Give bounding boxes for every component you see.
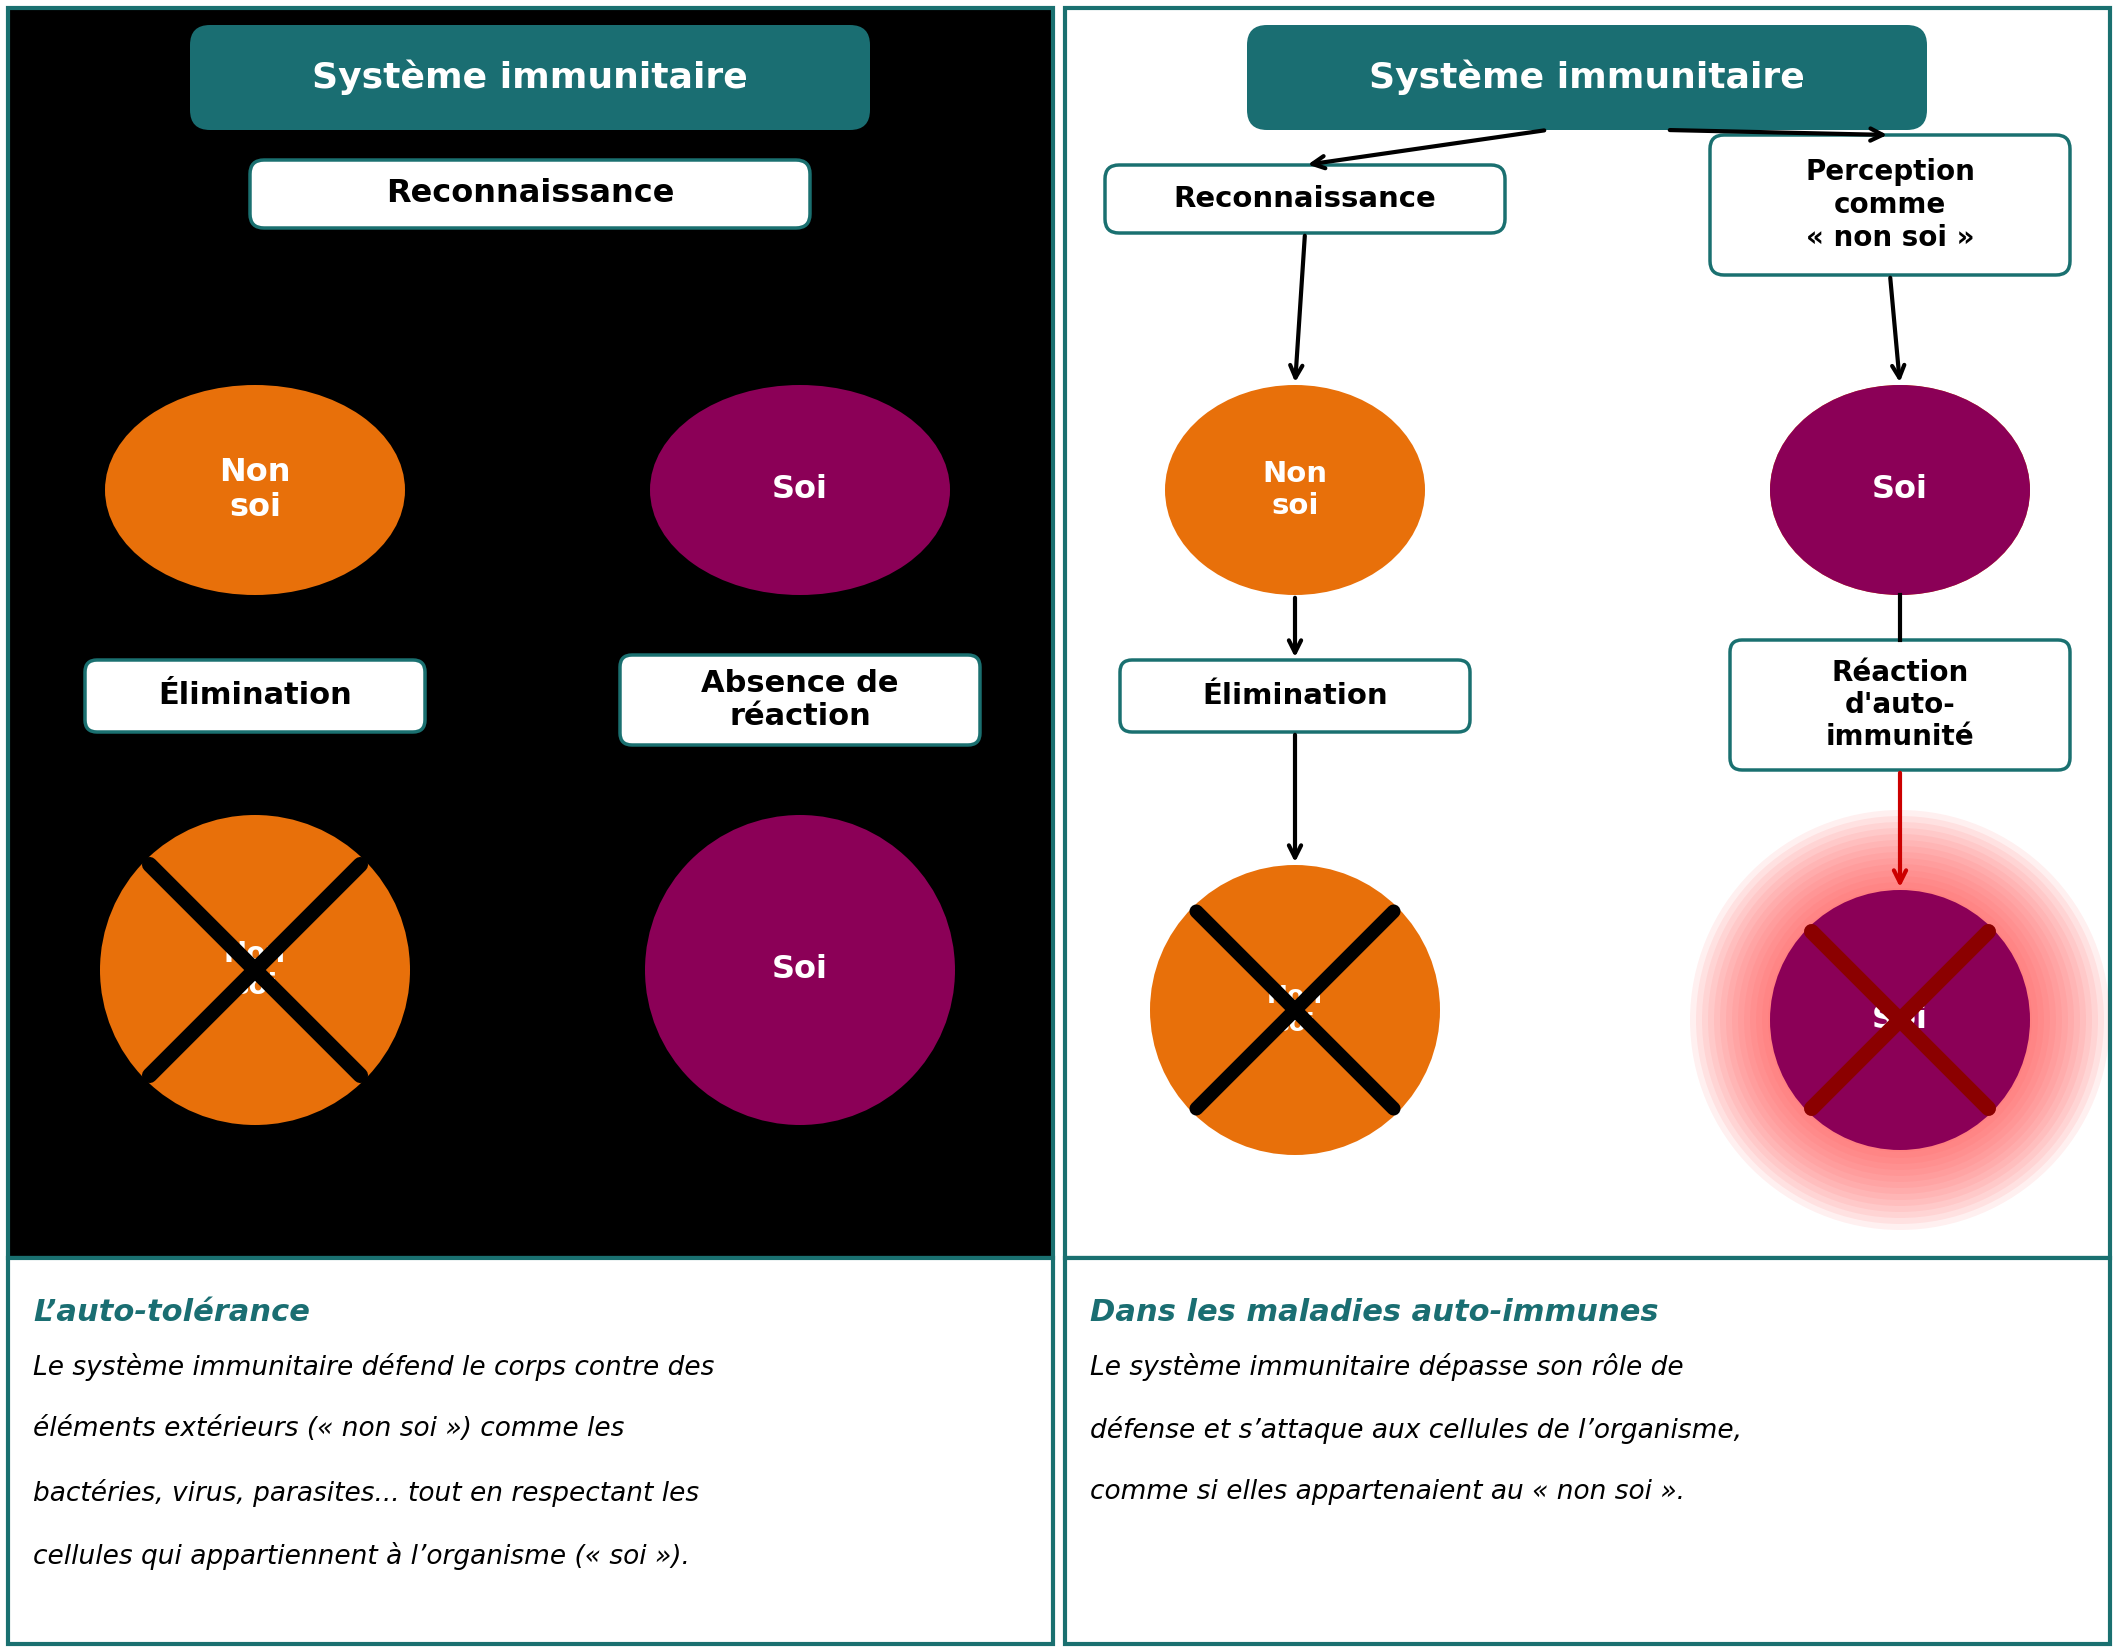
FancyBboxPatch shape	[85, 661, 426, 732]
Text: Reconnaissance: Reconnaissance	[385, 178, 674, 210]
Bar	[1065, 1259, 2110, 1644]
Ellipse shape	[1165, 385, 1425, 595]
Ellipse shape	[106, 385, 405, 595]
Text: Le système immunitaire dépasse son rôle de: Le système immunitaire dépasse son rôle …	[1091, 1353, 1684, 1381]
FancyBboxPatch shape	[1248, 25, 1927, 131]
Ellipse shape	[1843, 444, 1957, 537]
Bar	[1065, 8, 2110, 1259]
FancyBboxPatch shape	[250, 160, 809, 228]
Bar	[8, 8, 1053, 1259]
Ellipse shape	[1807, 415, 1993, 565]
Ellipse shape	[1771, 890, 2029, 1150]
Ellipse shape	[1703, 823, 2099, 1218]
Ellipse shape	[1836, 439, 1963, 542]
Text: Dans les maladies auto-immunes: Dans les maladies auto-immunes	[1091, 1298, 1658, 1327]
Ellipse shape	[1713, 834, 2086, 1206]
Text: Réaction
d'auto-
immunité: Réaction d'auto- immunité	[1826, 659, 1974, 752]
Ellipse shape	[1150, 866, 1440, 1155]
FancyBboxPatch shape	[1106, 165, 1506, 233]
Ellipse shape	[1830, 434, 1970, 547]
Text: Perception
comme
« non soi »: Perception comme « non soi »	[1805, 157, 1974, 253]
FancyBboxPatch shape	[1120, 661, 1470, 732]
Text: Absence de
réaction: Absence de réaction	[701, 669, 898, 732]
Ellipse shape	[1855, 454, 1944, 527]
Ellipse shape	[1781, 395, 2018, 585]
Text: Non
soi: Non soi	[225, 940, 286, 999]
Ellipse shape	[1707, 828, 2093, 1213]
Ellipse shape	[1771, 385, 2029, 595]
Text: Non
soi: Non soi	[220, 456, 290, 524]
Text: bactéries, virus, parasites... tout en respectant les: bactéries, virus, parasites... tout en r…	[34, 1479, 699, 1507]
Text: Soi: Soi	[1872, 474, 1927, 506]
Text: Soi: Soi	[771, 474, 828, 506]
FancyBboxPatch shape	[1709, 135, 2069, 274]
Ellipse shape	[646, 814, 955, 1125]
Ellipse shape	[1771, 385, 2029, 595]
Text: Reconnaissance: Reconnaissance	[1173, 185, 1436, 213]
Text: défense et s’attaque aux cellules de l’organisme,: défense et s’attaque aux cellules de l’o…	[1091, 1416, 1741, 1444]
Ellipse shape	[1690, 809, 2110, 1231]
FancyBboxPatch shape	[621, 654, 981, 745]
Text: comme si elles appartenaient au « non soi ».: comme si elles appartenaient au « non so…	[1091, 1479, 1686, 1505]
Text: Le système immunitaire défend le corps contre des: Le système immunitaire défend le corps c…	[34, 1353, 714, 1381]
Text: Élimination: Élimination	[1203, 682, 1387, 710]
Ellipse shape	[1849, 449, 1951, 532]
Ellipse shape	[1824, 430, 1976, 550]
Bar	[8, 1259, 1053, 1644]
Text: cellules qui appartiennent à l’organisme (« soi »).: cellules qui appartiennent à l’organisme…	[34, 1541, 690, 1569]
FancyBboxPatch shape	[1730, 639, 2069, 770]
Text: Non
soi: Non soi	[1267, 985, 1324, 1036]
Text: Soi: Soi	[771, 955, 828, 986]
Ellipse shape	[1697, 816, 2103, 1224]
Text: Élimination: Élimination	[159, 682, 352, 710]
Text: Soi: Soi	[1872, 1004, 1927, 1036]
Ellipse shape	[1800, 410, 1999, 570]
FancyBboxPatch shape	[191, 25, 870, 131]
Text: Système immunitaire: Système immunitaire	[311, 59, 748, 96]
Text: Non
soi: Non soi	[1262, 459, 1328, 520]
Text: éléments extérieurs (« non soi ») comme les: éléments extérieurs (« non soi ») comme …	[34, 1416, 625, 1442]
Ellipse shape	[1788, 400, 2012, 580]
Ellipse shape	[1794, 405, 2006, 575]
Ellipse shape	[100, 814, 411, 1125]
Ellipse shape	[650, 385, 951, 595]
Text: Système immunitaire: Système immunitaire	[1368, 59, 1805, 96]
Ellipse shape	[1777, 390, 2025, 590]
Ellipse shape	[1819, 425, 1982, 555]
Ellipse shape	[1813, 420, 1987, 560]
Text: L’auto-tolérance: L’auto-tolérance	[34, 1298, 309, 1327]
